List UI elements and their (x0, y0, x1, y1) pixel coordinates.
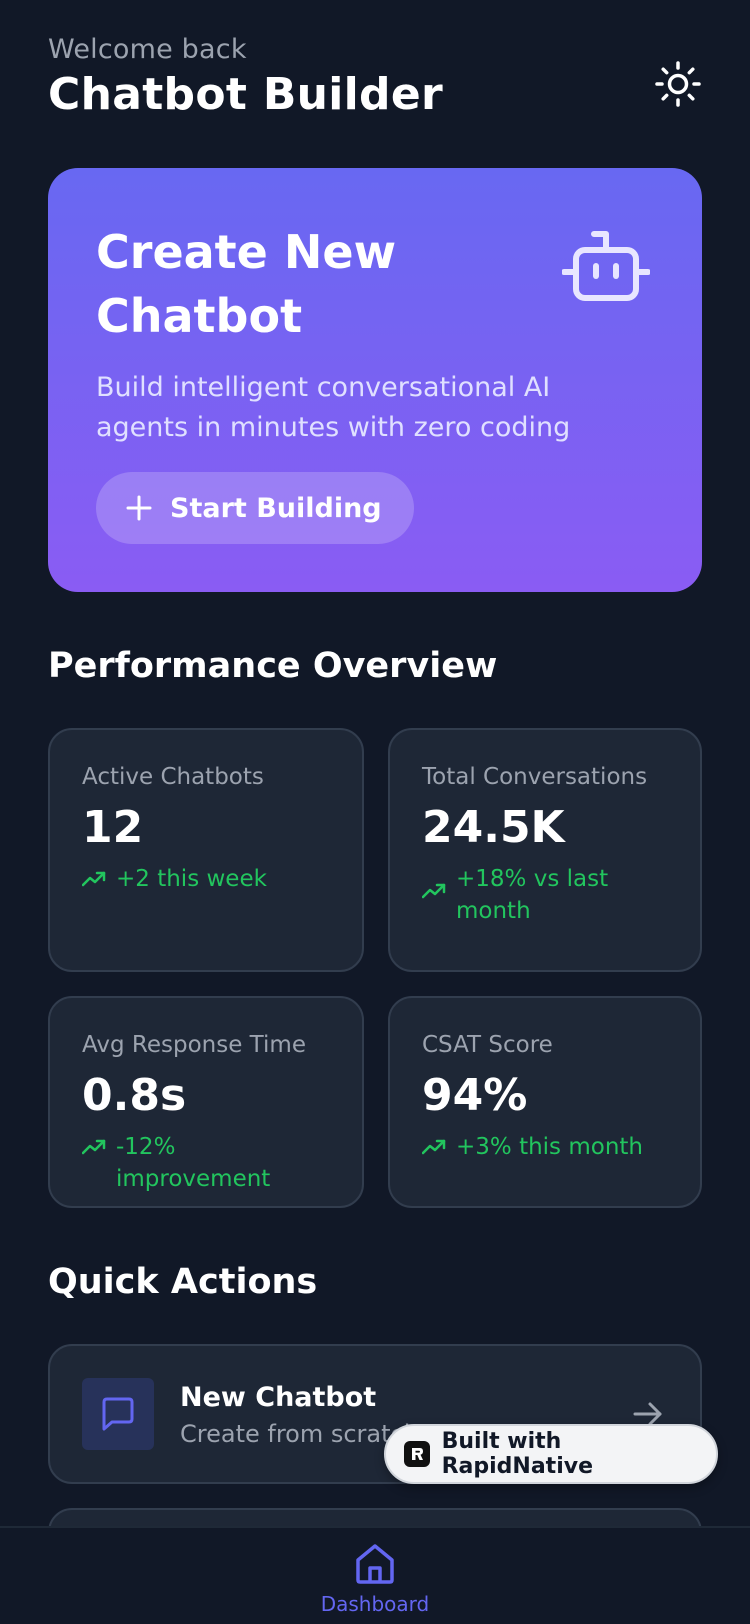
badge-label: Built with RapidNative (441, 1429, 593, 1479)
stat-trend-text: +2 this week (116, 866, 267, 892)
stat-trend: +3% this month (422, 1131, 668, 1163)
performance-title: Performance Overview (48, 646, 498, 686)
stat-card-avg-response-time[interactable]: Avg Response Time 0.8s -12% improvement (48, 996, 364, 1208)
quick-actions-title: Quick Actions (48, 1262, 318, 1302)
hero-title: Create New Chatbot (96, 225, 397, 343)
trending-up-icon (422, 1139, 446, 1155)
action-subtitle: Create from scratch (180, 1420, 419, 1448)
trending-up-icon (82, 871, 106, 887)
stat-label: Avg Response Time (82, 1032, 306, 1058)
home-icon (356, 1544, 394, 1584)
header: Welcome back Chatbot Builder (48, 34, 702, 134)
stat-card-total-conversations[interactable]: Total Conversations 24.5K +18% vs last m… (388, 728, 702, 972)
tab-dashboard[interactable]: Dashboard (300, 1542, 450, 1616)
stat-trend-text: -12% improvement (116, 1134, 271, 1192)
tab-dashboard-label: Dashboard (320, 1592, 430, 1616)
plus-icon (126, 495, 152, 521)
page-title: Chatbot Builder (48, 69, 443, 120)
stat-value: 24.5K (422, 802, 565, 853)
stat-trend: +18% vs last month (422, 863, 668, 927)
message-square-icon (82, 1378, 154, 1450)
bot-icon (561, 226, 651, 306)
stat-value: 0.8s (82, 1070, 187, 1121)
sun-icon (655, 61, 701, 107)
arrow-right-icon (633, 1402, 662, 1426)
trending-up-icon (422, 883, 446, 899)
create-chatbot-card[interactable]: Create New Chatbot Build intelligent con… (48, 168, 702, 592)
stat-label: Total Conversations (422, 764, 648, 790)
stat-trend-text: +3% this month (456, 1134, 643, 1160)
theme-toggle-button[interactable] (654, 60, 702, 108)
stat-value: 94% (422, 1070, 528, 1121)
bottom-nav: Dashboard (0, 1526, 750, 1624)
hero-description: Build intelligent conversational AI agen… (96, 372, 571, 443)
stat-trend-text: +18% vs last month (456, 866, 609, 924)
stat-trend: +2 this week (82, 863, 330, 895)
built-with-badge[interactable]: Built with RapidNative (384, 1424, 718, 1484)
welcome-text: Welcome back (48, 34, 247, 65)
trending-up-icon (82, 1139, 106, 1155)
stat-card-csat-score[interactable]: CSAT Score 94% +3% this month (388, 996, 702, 1208)
stat-value: 12 (82, 802, 144, 853)
stat-label: Active Chatbots (82, 764, 264, 790)
action-title: New Chatbot (180, 1382, 377, 1413)
stat-trend: -12% improvement (82, 1131, 330, 1195)
start-building-button[interactable]: Start Building (96, 472, 414, 544)
stat-card-active-chatbots[interactable]: Active Chatbots 12 +2 this week (48, 728, 364, 972)
stat-label: CSAT Score (422, 1032, 553, 1058)
rapidnative-logo-icon (404, 1441, 430, 1467)
start-building-label: Start Building (170, 492, 382, 524)
